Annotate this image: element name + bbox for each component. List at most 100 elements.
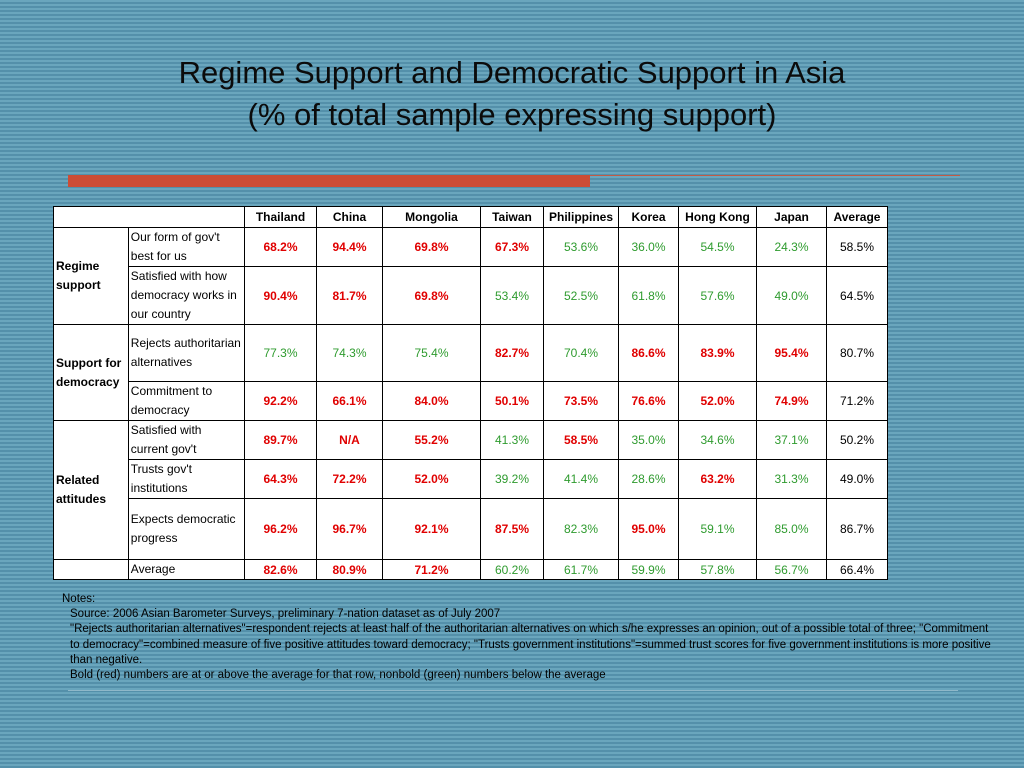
notes-legend: Bold (red) numbers are at or above the a…: [70, 669, 606, 682]
value-cell: 89.7%: [244, 420, 317, 460]
value-cell: 80.9%: [316, 559, 383, 580]
value-cell: 57.6%: [678, 266, 757, 325]
value-cell: 64.3%: [244, 459, 317, 499]
value-cell: 82.3%: [543, 498, 619, 560]
bottom-divider: [68, 690, 958, 691]
col-header-korea: Korea: [618, 206, 679, 228]
value-cell: 39.2%: [480, 459, 544, 499]
value-cell: 49.0%: [826, 459, 888, 499]
value-cell: 53.4%: [480, 266, 544, 325]
value-cell: 28.6%: [618, 459, 679, 499]
value-cell: 41.3%: [480, 420, 544, 460]
value-cell: 52.0%: [382, 459, 481, 499]
slide-title: Regime Support and Democratic Support in…: [0, 52, 1024, 136]
value-cell: 53.6%: [543, 227, 619, 267]
value-cell: 58.5%: [826, 227, 888, 267]
value-cell: 49.0%: [756, 266, 827, 325]
value-cell: 37.1%: [756, 420, 827, 460]
row-label: Rejects authoritarian alternatives: [127, 324, 246, 382]
value-cell: 66.4%: [826, 559, 888, 580]
value-cell: 77.3%: [244, 324, 317, 382]
value-cell: 31.3%: [756, 459, 827, 499]
value-cell: 76.6%: [618, 381, 679, 421]
value-cell: 84.0%: [382, 381, 481, 421]
col-header-mongolia: Mongolia: [382, 206, 481, 228]
col-header-china: China: [316, 206, 383, 228]
average-row: Average 82.6% 80.9% 71.2% 60.2% 61.7% 59.9% 57.…: [53, 559, 888, 580]
value-cell: 69.8%: [382, 227, 481, 267]
table-row: Commitment to democracy 92.2% 66.1% 84.0% 50…: [54, 381, 888, 421]
notes-heading: Notes:: [62, 593, 96, 605]
row-label: Satisfied with how democracy works in ou…: [127, 266, 246, 325]
value-cell: 61.8%: [618, 266, 679, 325]
row-label: Our form of gov't best for us: [127, 227, 246, 267]
value-cell: 95.0%: [618, 498, 679, 560]
value-cell: 50.2%: [826, 420, 888, 460]
row-label: Satisfied with current gov't: [127, 420, 246, 460]
value-cell: 90.4%: [244, 266, 317, 325]
value-cell: 70.4%: [543, 324, 619, 382]
value-cell: 71.2%: [826, 381, 888, 421]
notes-source: Source: 2006 Asian Barometer Surveys, pr…: [70, 608, 501, 621]
value-cell: 64.5%: [826, 266, 888, 325]
value-cell: 36.0%: [618, 227, 679, 267]
value-cell: 71.2%: [382, 559, 481, 580]
value-cell: 87.5%: [480, 498, 544, 560]
table-row: Support for democracy Rejects authoritari…: [53, 324, 888, 421]
value-cell: 50.1%: [480, 381, 544, 421]
value-cell: 73.5%: [543, 381, 619, 421]
value-cell: 59.9%: [618, 559, 679, 580]
group-label-related-attitudes: Related attitudes: [53, 420, 129, 560]
value-cell: 58.5%: [543, 420, 619, 460]
value-cell: 34.6%: [678, 420, 757, 460]
value-cell: 75.4%: [382, 324, 481, 382]
value-cell: 83.9%: [678, 324, 757, 382]
value-cell: 60.2%: [480, 559, 544, 580]
col-header-hong-kong: Hong Kong: [678, 206, 757, 228]
group-label-regime-support: Regime support: [53, 227, 129, 325]
value-cell: 63.2%: [678, 459, 757, 499]
value-cell: 82.6%: [244, 559, 317, 580]
table-row: Regime support Our form of gov't best for…: [53, 227, 888, 325]
table-row: Related attitudes Satisfied with current …: [53, 420, 888, 560]
value-cell: 94.4%: [316, 227, 383, 267]
accent-rule-thin: [590, 175, 960, 176]
value-cell: 57.8%: [678, 559, 757, 580]
col-header-philippines: Philippines: [543, 206, 619, 228]
col-header-japan: Japan: [756, 206, 827, 228]
value-cell: 56.7%: [756, 559, 827, 580]
value-cell: 24.3%: [756, 227, 827, 267]
value-cell: 74.3%: [316, 324, 383, 382]
average-row-blank: [53, 559, 129, 580]
row-label: Trusts gov't institutions: [127, 459, 246, 499]
value-cell: 96.2%: [244, 498, 317, 560]
notes-definitions: "Rejects authoritarian alternatives"=res…: [70, 623, 991, 666]
row-label: Expects democratic progress: [127, 498, 246, 560]
title-line-1: Regime Support and Democratic Support in…: [178, 55, 846, 90]
col-header-taiwan: Taiwan: [480, 206, 544, 228]
notes: Notes: Source: 2006 Asian Barometer Surv…: [62, 592, 992, 683]
value-cell: 55.2%: [382, 420, 481, 460]
group-label-support-for-democracy: Support for democracy: [53, 324, 129, 421]
table-row: Trusts gov't institutions 64.3% 72.2% 52.0%…: [54, 459, 888, 499]
table-body: Regime support Our form of gov't best for…: [53, 227, 888, 580]
title-line-2: (% of total sample expressing support): [247, 97, 777, 132]
header-corner: [53, 206, 245, 228]
value-cell: 67.3%: [480, 227, 544, 267]
value-cell: 80.7%: [826, 324, 888, 382]
value-cell: 82.7%: [480, 324, 544, 382]
col-header-average: Average: [826, 206, 888, 228]
accent-rule: [68, 175, 590, 187]
value-cell: 92.1%: [382, 498, 481, 560]
value-cell: 95.4%: [756, 324, 827, 382]
value-cell: 74.9%: [756, 381, 827, 421]
value-cell: 86.6%: [618, 324, 679, 382]
value-cell: N/A: [316, 420, 383, 460]
value-cell: 92.2%: [244, 381, 317, 421]
value-cell: 41.4%: [543, 459, 619, 499]
support-table: Thailand China Mongolia Taiwan Philippin…: [53, 206, 888, 580]
col-header-thailand: Thailand: [244, 206, 317, 228]
value-cell: 35.0%: [618, 420, 679, 460]
value-cell: 61.7%: [543, 559, 619, 580]
value-cell: 81.7%: [316, 266, 383, 325]
